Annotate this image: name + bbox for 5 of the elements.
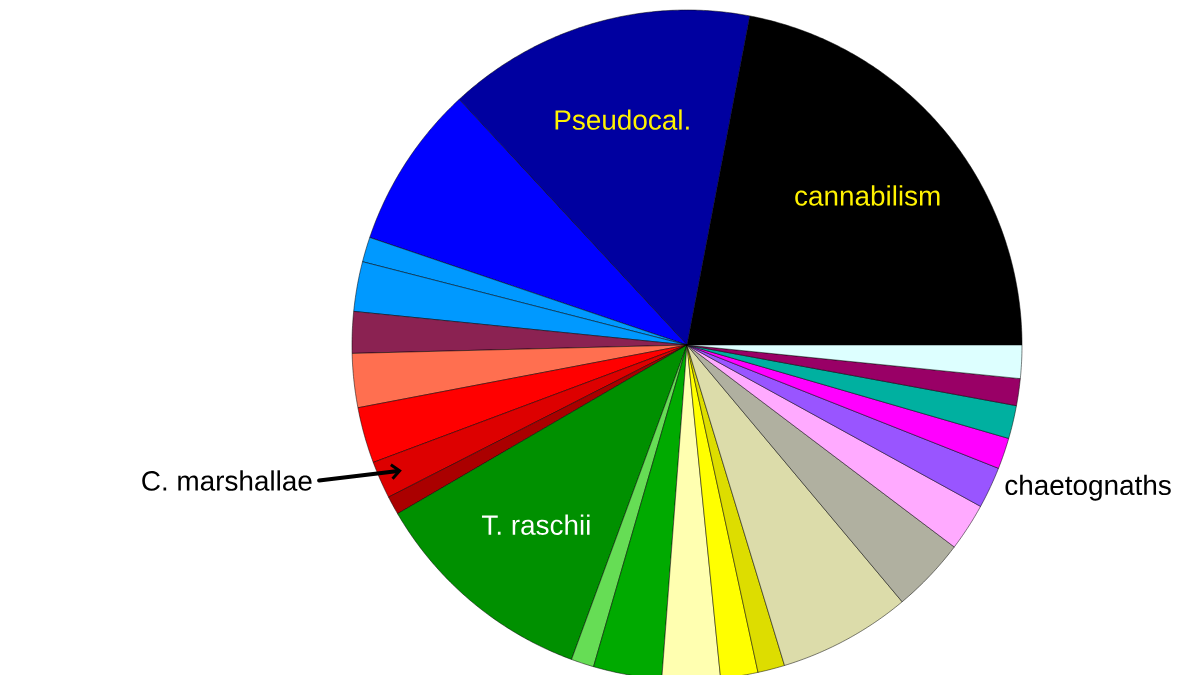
slice-label: T. raschii: [481, 514, 590, 535]
slice-label: chaetognaths: [1005, 474, 1171, 501]
slice-label: Pseudocal.: [555, 109, 689, 130]
slice-label: C. marshallae: [142, 470, 312, 491]
slice-label: cannabilism: [795, 185, 940, 206]
